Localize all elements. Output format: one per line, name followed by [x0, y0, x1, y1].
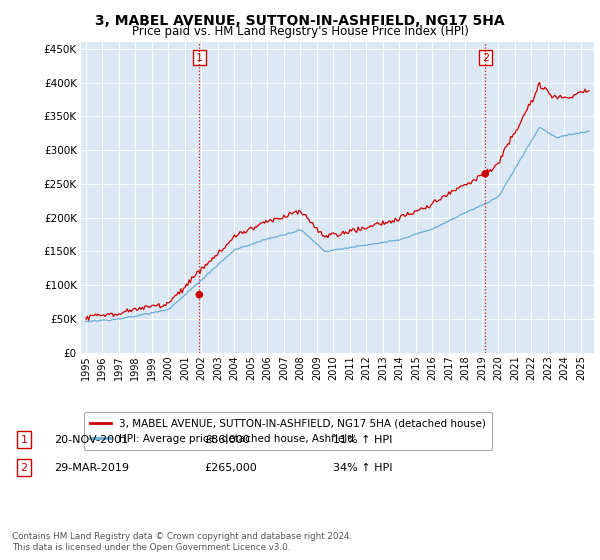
Text: £265,000: £265,000 — [204, 463, 257, 473]
Text: 34% ↑ HPI: 34% ↑ HPI — [333, 463, 392, 473]
Text: 29-MAR-2019: 29-MAR-2019 — [54, 463, 129, 473]
Text: 20-NOV-2001: 20-NOV-2001 — [54, 435, 128, 445]
Text: Contains HM Land Registry data © Crown copyright and database right 2024.
This d: Contains HM Land Registry data © Crown c… — [12, 532, 352, 552]
Text: 2: 2 — [20, 463, 28, 473]
Text: 3, MABEL AVENUE, SUTTON-IN-ASHFIELD, NG17 5HA: 3, MABEL AVENUE, SUTTON-IN-ASHFIELD, NG1… — [95, 14, 505, 28]
Point — [481, 169, 490, 178]
Legend: 3, MABEL AVENUE, SUTTON-IN-ASHFIELD, NG17 5HA (detached house), HPI: Average pri: 3, MABEL AVENUE, SUTTON-IN-ASHFIELD, NG1… — [83, 412, 492, 450]
Text: 11% ↑ HPI: 11% ↑ HPI — [333, 435, 392, 445]
Text: 1: 1 — [20, 435, 28, 445]
Text: 1: 1 — [196, 53, 203, 63]
Point — [194, 290, 204, 299]
Text: Price paid vs. HM Land Registry's House Price Index (HPI): Price paid vs. HM Land Registry's House … — [131, 25, 469, 38]
Text: 2: 2 — [482, 53, 489, 63]
Text: £86,000: £86,000 — [204, 435, 250, 445]
